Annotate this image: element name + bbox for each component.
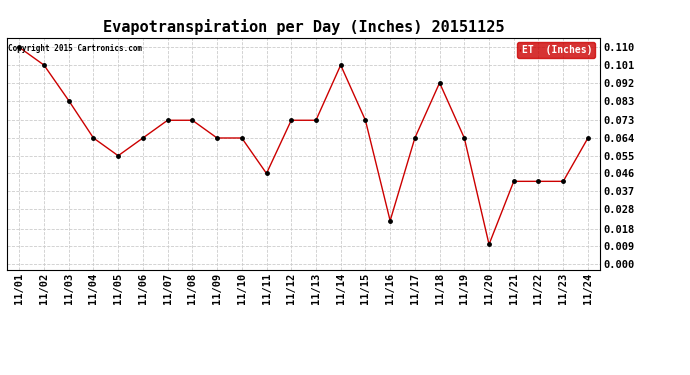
Title: Evapotranspiration per Day (Inches) 20151125: Evapotranspiration per Day (Inches) 2015…: [103, 19, 504, 35]
Text: Copyright 2015 Cartronics.com: Copyright 2015 Cartronics.com: [8, 45, 142, 54]
Legend: ET  (Inches): ET (Inches): [518, 42, 595, 58]
